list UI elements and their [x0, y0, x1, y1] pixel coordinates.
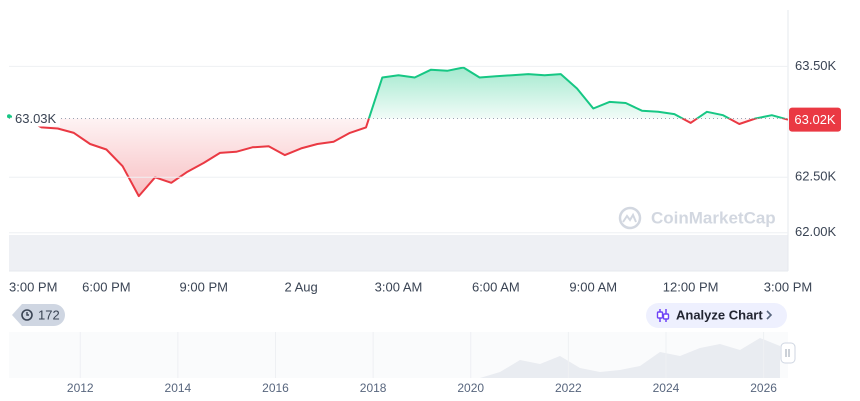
- navigator-year-label: 2016: [262, 381, 289, 395]
- navigator-handle[interactable]: [780, 342, 796, 364]
- current-price-badge: [789, 107, 841, 132]
- start-dot: [7, 114, 11, 119]
- x-tick-label: 12:00 PM: [663, 279, 719, 294]
- volume-band: [9, 235, 788, 271]
- y-tick-label: 62.00K: [795, 224, 837, 239]
- x-tick-label: 3:00 PM: [764, 279, 812, 294]
- x-tick-label: 6:00 AM: [472, 279, 520, 294]
- navigator-year-label: 2022: [555, 381, 582, 395]
- navigator-year-label: 2014: [165, 381, 192, 395]
- x-tick-label: 3:00 AM: [375, 279, 423, 294]
- navigator-year-label: 2012: [67, 381, 94, 395]
- y-tick-label: 62.50K: [795, 169, 837, 184]
- navigator-year-label: 2020: [457, 381, 484, 395]
- price-area: [9, 67, 788, 197]
- history-badge[interactable]: 172: [12, 304, 65, 326]
- navigator-year-label: 2024: [653, 381, 680, 395]
- history-count: 172: [38, 307, 60, 322]
- analyze-chart-button[interactable]: Analyze Chart: [646, 303, 787, 328]
- navigator-area: [480, 338, 780, 378]
- navigator: 2012 2014 2016 2018 2020 2022 2024 2026: [9, 332, 796, 395]
- x-tick-label: 9:00 PM: [180, 279, 228, 294]
- y-tick-label: 63.50K: [795, 58, 837, 73]
- x-tick-label: 9:00 AM: [569, 279, 617, 294]
- x-tick-label: 2 Aug: [284, 279, 317, 294]
- watermark: CoinMarketCap: [618, 206, 776, 230]
- x-tick-label: 6:00 PM: [82, 279, 130, 294]
- analyze-label: Analyze Chart: [676, 307, 763, 322]
- price-line: [9, 66, 788, 198]
- reference-label: 63.03K: [15, 111, 57, 126]
- watermark-text: CoinMarketCap: [651, 208, 776, 227]
- navigator-year-label: 2018: [360, 381, 387, 395]
- current-price-label: 63.02K: [794, 112, 836, 127]
- reference-label-bg: [12, 110, 60, 127]
- navigator-year-label: 2026: [750, 381, 777, 395]
- x-tick-label: 3:00 PM: [9, 279, 57, 294]
